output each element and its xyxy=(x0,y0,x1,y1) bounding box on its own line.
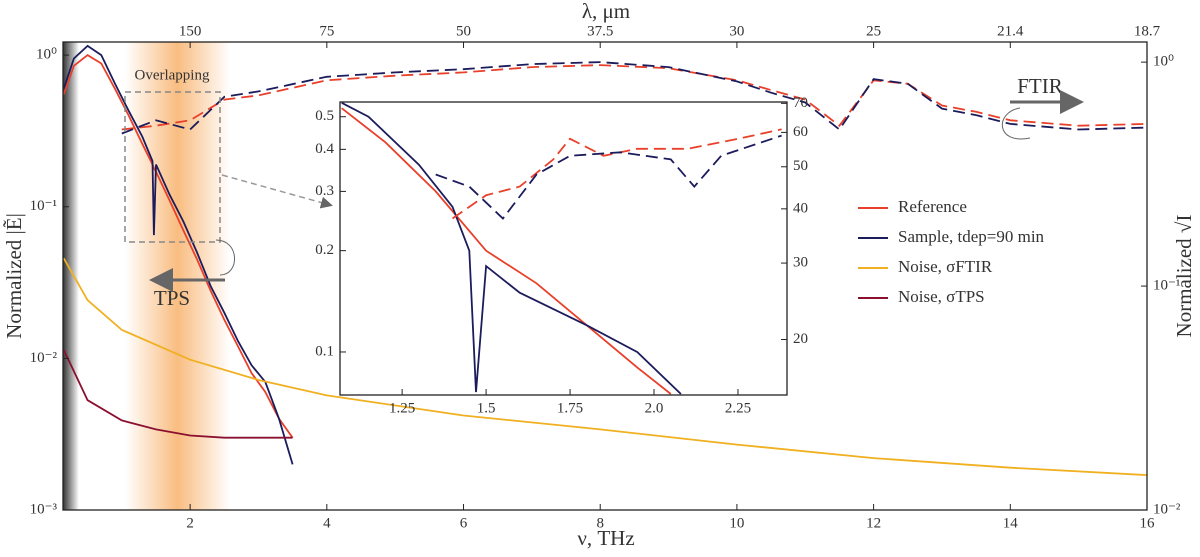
data-line xyxy=(63,257,1147,476)
x-tick-label: 8 xyxy=(596,515,604,531)
x-tick-label: 4 xyxy=(323,515,331,531)
legend-label: Sample, tdep=90 min xyxy=(898,227,1045,246)
legend-label: Reference xyxy=(898,197,967,216)
y2-tick-label: 20 xyxy=(793,331,808,347)
y-tick-label: 0.4 xyxy=(315,141,334,157)
x-tick-label: 1.25 xyxy=(389,400,415,416)
y2-tick-label: 10⁻² xyxy=(1153,501,1181,517)
overlap-box xyxy=(124,91,221,243)
data-line xyxy=(63,44,294,465)
x-tick-label: 6 xyxy=(460,515,468,531)
data-line xyxy=(341,107,672,395)
y-tick-label: 0.3 xyxy=(315,183,334,199)
legend-label: Noise, σFTIR xyxy=(898,257,993,276)
data-line xyxy=(63,54,294,439)
x-tick-label: 12 xyxy=(866,515,881,531)
top-tick-label: 18.7 xyxy=(1134,23,1161,39)
legend-label: Noise, σTPS xyxy=(898,287,985,306)
top-tick-label: 75 xyxy=(319,23,334,39)
y2-tick-label: 70 xyxy=(793,95,808,111)
top-axis-label: λ, μm xyxy=(582,0,630,23)
data-line xyxy=(341,102,682,395)
x-tick-label: 14 xyxy=(1003,515,1019,531)
ftir-curl xyxy=(1002,107,1031,140)
y-tick-label: 0.1 xyxy=(315,343,334,359)
ftir-line xyxy=(121,64,1147,131)
y2-tick-label: 30 xyxy=(793,255,808,271)
x-axis-label: ν, THz xyxy=(577,526,634,550)
x-tick-label: 10 xyxy=(729,515,744,531)
y2-tick-label: 10⁰ xyxy=(1153,54,1174,70)
overlap-label: Overlapping xyxy=(135,67,210,83)
y-tick-label: 10⁰ xyxy=(36,47,57,63)
ftir-line xyxy=(451,128,782,220)
cutoff-shade xyxy=(63,42,79,510)
top-tick-label: 150 xyxy=(179,23,202,39)
zoom-arrow xyxy=(221,174,333,209)
x-tick-label: 1.5 xyxy=(477,400,496,416)
y-tick-label: 10⁻³ xyxy=(30,501,58,517)
top-tick-label: 37.5 xyxy=(587,23,613,39)
y-tick-label: 0.2 xyxy=(315,242,334,258)
plot-frame xyxy=(62,41,1148,511)
data-line xyxy=(63,349,293,439)
top-tick-label: 30 xyxy=(729,23,744,39)
top-tick-label: 25 xyxy=(866,23,881,39)
y2-tick-label: 10⁻¹ xyxy=(1153,278,1180,294)
y-axis-label: Normalized |Ẽ| xyxy=(2,213,26,339)
ftir-line xyxy=(435,134,782,220)
y2-tick-label: 40 xyxy=(793,200,808,216)
y2-tick-label: 50 xyxy=(793,158,808,174)
x-tick-label: 1.75 xyxy=(557,400,583,416)
x-tick-label: 2.0 xyxy=(645,400,664,416)
x-tick-label: 16 xyxy=(1140,515,1156,531)
y-tick-label: 10⁻² xyxy=(30,350,58,366)
top-tick-label: 21.4 xyxy=(997,23,1024,39)
x-tick-label: 2 xyxy=(186,515,194,531)
ftir-line xyxy=(121,61,1147,135)
inset-background xyxy=(340,102,787,395)
y-tick-label: 10⁻¹ xyxy=(30,198,57,214)
tps-label: TPS xyxy=(154,286,190,310)
y-tick-label: 0.5 xyxy=(315,108,334,124)
overlap-band xyxy=(125,42,230,510)
top-tick-label: 50 xyxy=(456,23,471,39)
x-tick-label: 2.25 xyxy=(725,400,751,416)
plot-frame xyxy=(339,101,788,396)
ftir-label: FTIR xyxy=(1017,74,1063,98)
y2-tick-label: 60 xyxy=(793,124,808,140)
tps-curl xyxy=(215,239,235,276)
y2-axis-label: Normalized √I xyxy=(1172,215,1196,338)
